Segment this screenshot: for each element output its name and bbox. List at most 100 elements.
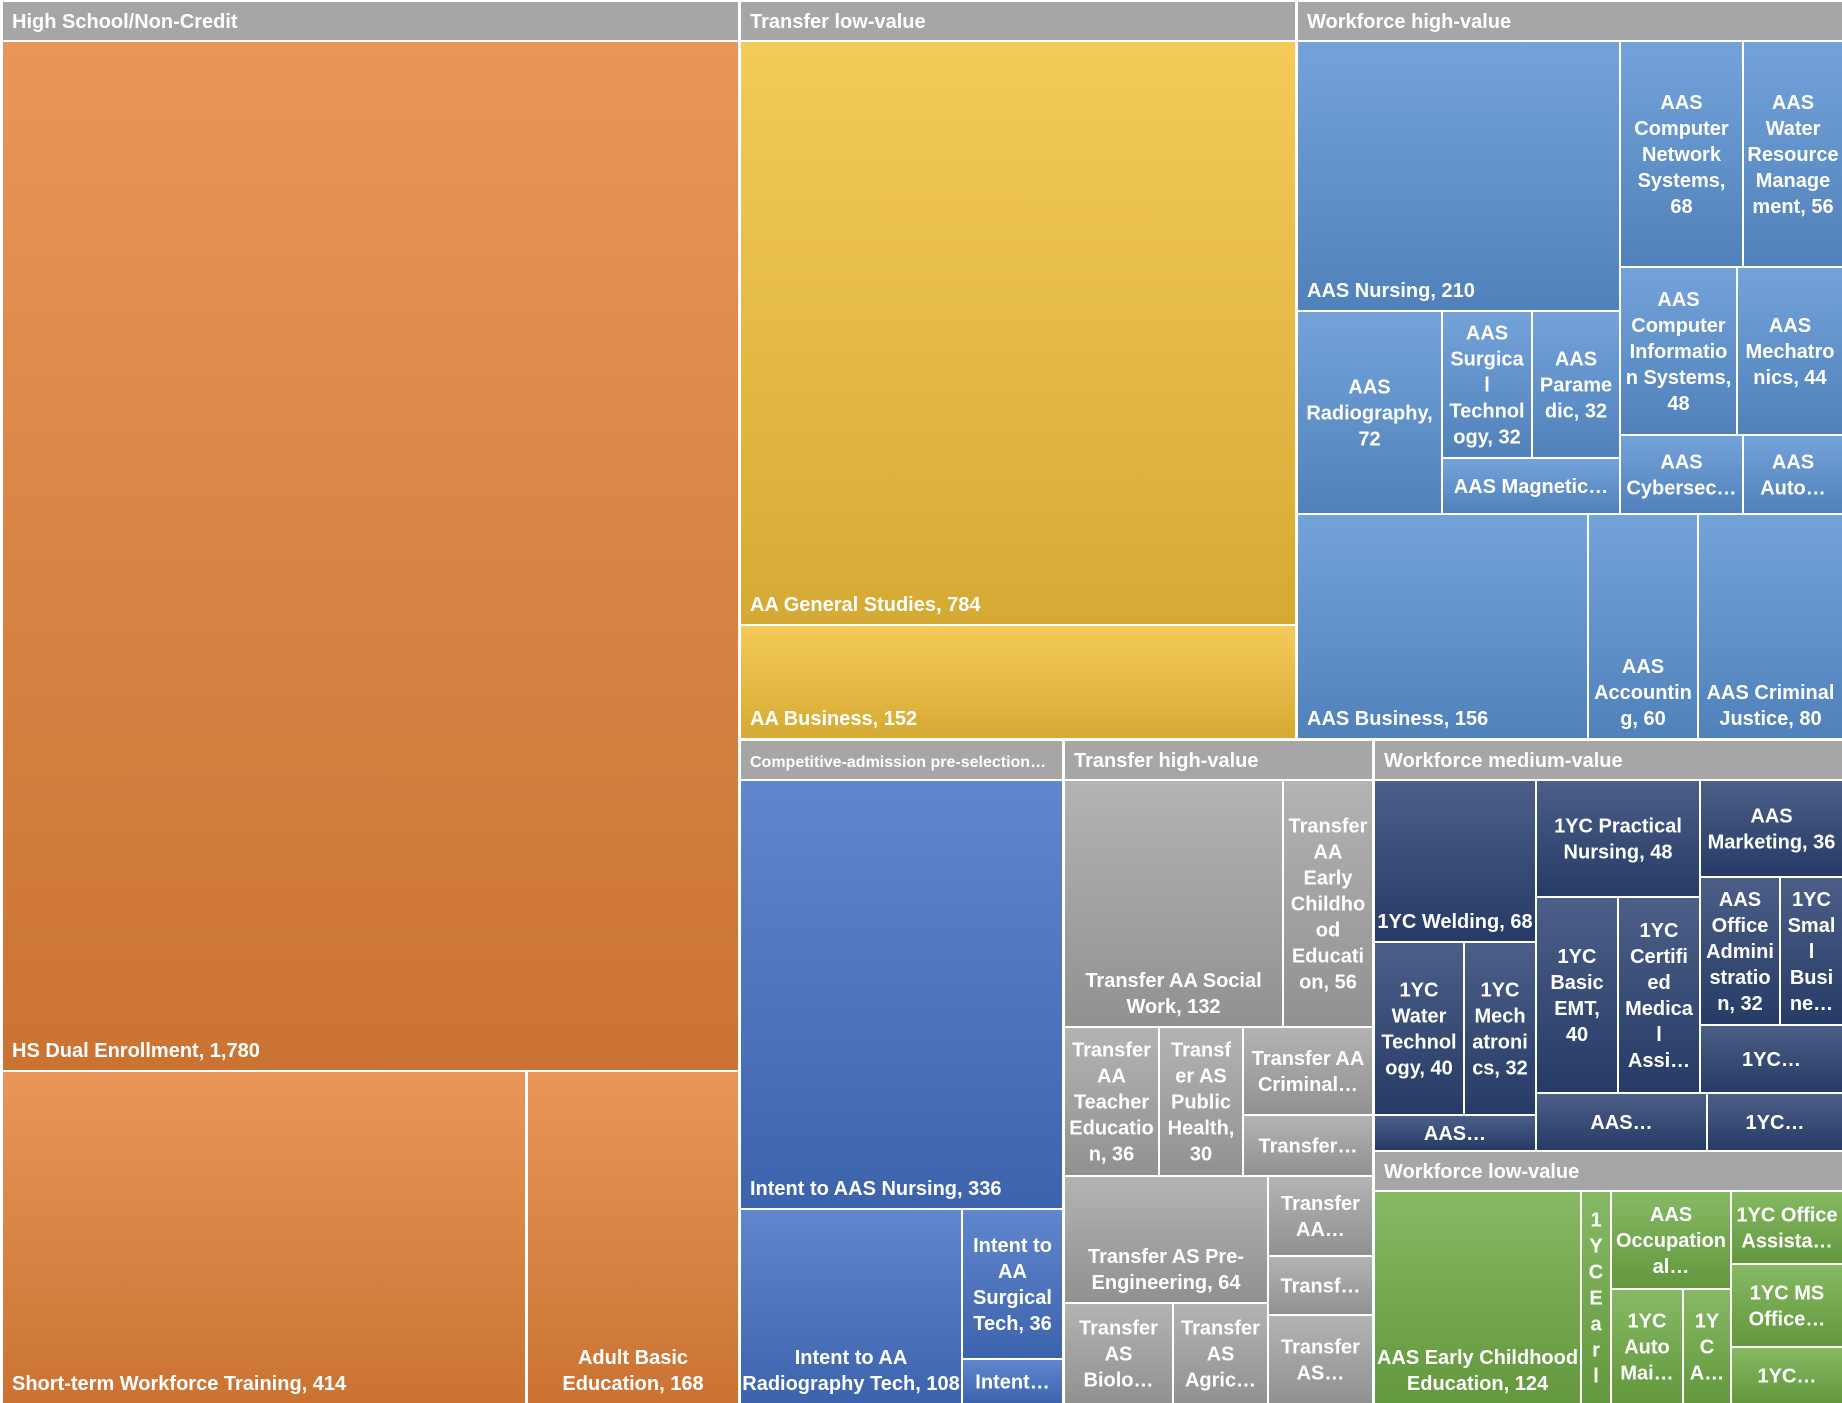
treemap-cell [1582,1192,1610,1403]
treemap-cell-label: 1YC Smal l Busi ne… [1788,889,1836,1015]
group-header-label: Transfer high-value [1074,750,1259,772]
treemap-cell-label: 1YC Auto Mai… [1620,1311,1673,1385]
group-workforce-low-value: Workforce low-value AAS Early Childhood Ed… [1375,1152,1842,1403]
treemap-cell [1269,1316,1372,1403]
treemap-cell-label: Transfer AS Pre-Engineering, 64 [1088,1246,1244,1294]
treemap-cell-label: Short-term Workforce Training, 414 [12,1373,347,1395]
treemap-cell-label: 1YC Practical Nursing, 48 [1554,816,1682,864]
group-workforce-medium-value: Workforce medium-value 1YC Welding, 68 1YC… [1375,741,1842,1150]
treemap-cell [1443,312,1531,457]
treemap-cell [1621,42,1742,266]
treemap-cell-label: 1YC Water Technol ogy, 40 [1381,980,1456,1080]
treemap-cell-label: 1YC… [1742,1049,1801,1071]
treemap-cell [1701,1026,1842,1092]
treemap-cell-label: Intent to AA Surgical Tech, 36 [973,1235,1052,1335]
treemap-cell-label: AAS Business, 156 [1307,708,1488,730]
treemap-cell-label: AAS… [1590,1112,1652,1134]
treemap-cell [1533,312,1619,457]
treemap-cell-label: AAS Auto… [1760,452,1826,500]
treemap-cell-label: 1YC MS Office… [1749,1283,1826,1331]
treemap-cell [1781,878,1842,1024]
group-header-label: Workforce medium-value [1384,750,1623,772]
group-transfer-high-value: Transfer high-value Transfer AA Social Wor… [1065,741,1372,1403]
group-header [1375,1152,1842,1190]
treemap-cell [741,781,1062,1208]
treemap-cell-label: AAS Surgica l Technol ogy, 32 [1449,323,1524,449]
treemap-cell [1744,436,1842,513]
treemap-cell-label: Transfer AA Early Childho od Educati on, 56 [1289,816,1368,994]
treemap-cell [3,1072,525,1403]
treemap-cell-label: Transfer… [1259,1136,1358,1158]
treemap-cell [1732,1265,1842,1346]
treemap-cell-label: Intent… [975,1372,1049,1394]
treemap-cell-label: AAS Water Resource Manage ment, 56 [1747,92,1838,218]
treemap-cell [1537,1094,1706,1150]
group-header-label: Workforce low-value [1384,1161,1579,1183]
treemap-cell [1537,898,1617,1092]
treemap-cell [741,1210,961,1403]
treemap-cell [1375,1192,1580,1403]
treemap-cell [528,1072,738,1403]
group-workforce-high-value: Workforce high-value AAS Nursing, 210 AAS C… [1298,2,1842,738]
treemap-cell-label: 1YC… [1746,1112,1805,1134]
treemap-cell [1065,781,1282,1026]
treemap-cell [1269,1177,1372,1255]
treemap-cell-label: AAS Radiography, 72 [1306,377,1432,451]
treemap-cell [1244,1028,1372,1114]
group-header-label: Transfer low-value [750,11,926,33]
group-header-label: High School/Non-Credit [12,11,238,33]
group-high-school-non-credit: High School/Non-Credit HS Dual Enrollment… [3,2,738,1403]
treemap-cell-label: AAS Parame dic, 32 [1540,349,1612,423]
treemap-cell-label: Transfer AA… [1281,1193,1360,1241]
treemap-cell [1443,459,1619,513]
treemap-cell-label: Transf… [1280,1276,1360,1298]
treemap-cell [1244,1116,1372,1175]
treemap-cell-label: 1YC… [1758,1366,1817,1388]
treemap-cell [1701,781,1842,876]
treemap-cell [1375,781,1535,941]
treemap-cell-label: HS Dual Enrollment, 1,780 [12,1040,260,1062]
treemap-cell-label: 1YC Office Assista… [1736,1205,1837,1253]
treemap-cell [1699,515,1842,738]
treemap-cell [1174,1304,1267,1403]
treemap-cell-label: AAS Mechatro nics, 44 [1746,315,1835,389]
treemap-cell [1744,42,1842,266]
group-competitive-admission-pre-selection: Competitive-admission pre-selection… Inte… [741,741,1062,1403]
treemap-cell-label: 1YC Mech atroni cs, 32 [1472,980,1528,1080]
treemap-cell [741,626,1295,738]
treemap-cell [1708,1094,1842,1150]
treemap-cell-label: Adult Basic Education, 168 [562,1347,703,1395]
treemap-cell-label: AAS Magnetic… [1454,476,1608,498]
treemap-cell-label: 1Y C A… [1690,1311,1724,1385]
treemap-cell-label: AA Business, 152 [750,708,917,730]
treemap-cell [1375,943,1463,1114]
treemap-cell [1701,878,1779,1024]
group-header [1298,2,1842,40]
treemap-cell [1269,1257,1372,1314]
treemap-cell [1619,898,1699,1092]
treemap-cell-label: Transfer AA Teacher Educatio n, 36 [1069,1040,1153,1166]
group-header [1375,741,1842,779]
treemap-cell-label: Transf er AS Public Health, 30 [1168,1040,1235,1166]
treemap-cell-label: AAS Nursing, 210 [1307,280,1475,302]
group-header-label: Workforce high-value [1307,11,1511,33]
treemap-cell [1298,312,1441,513]
treemap-cell-label: AAS Accountin g, 60 [1594,656,1692,730]
treemap-cell [1732,1192,1842,1263]
group-header [3,2,738,40]
treemap-cell-label: Intent to AA Radiography Tech, 108 [742,1347,959,1395]
treemap-cell-label: Transfer AA Criminal… [1252,1048,1365,1096]
treemap-cell-label: AA General Studies, 784 [750,594,981,616]
treemap-cell-label: Transfer AS Agric… [1181,1318,1260,1392]
treemap-cell [1065,1177,1267,1302]
treemap-cell [1284,781,1372,1026]
treemap-cell [741,42,1295,624]
treemap-cell-label: Transfer AA Social Work, 132 [1085,970,1261,1018]
group-header [741,2,1295,40]
treemap-cell [1375,1116,1535,1150]
treemap-cell [1732,1348,1842,1403]
group-transfer-low-value: Transfer low-value AA General Studies, 78… [741,2,1295,738]
treemap-cell-label: Intent to AAS Nursing, 336 [750,1178,1002,1200]
